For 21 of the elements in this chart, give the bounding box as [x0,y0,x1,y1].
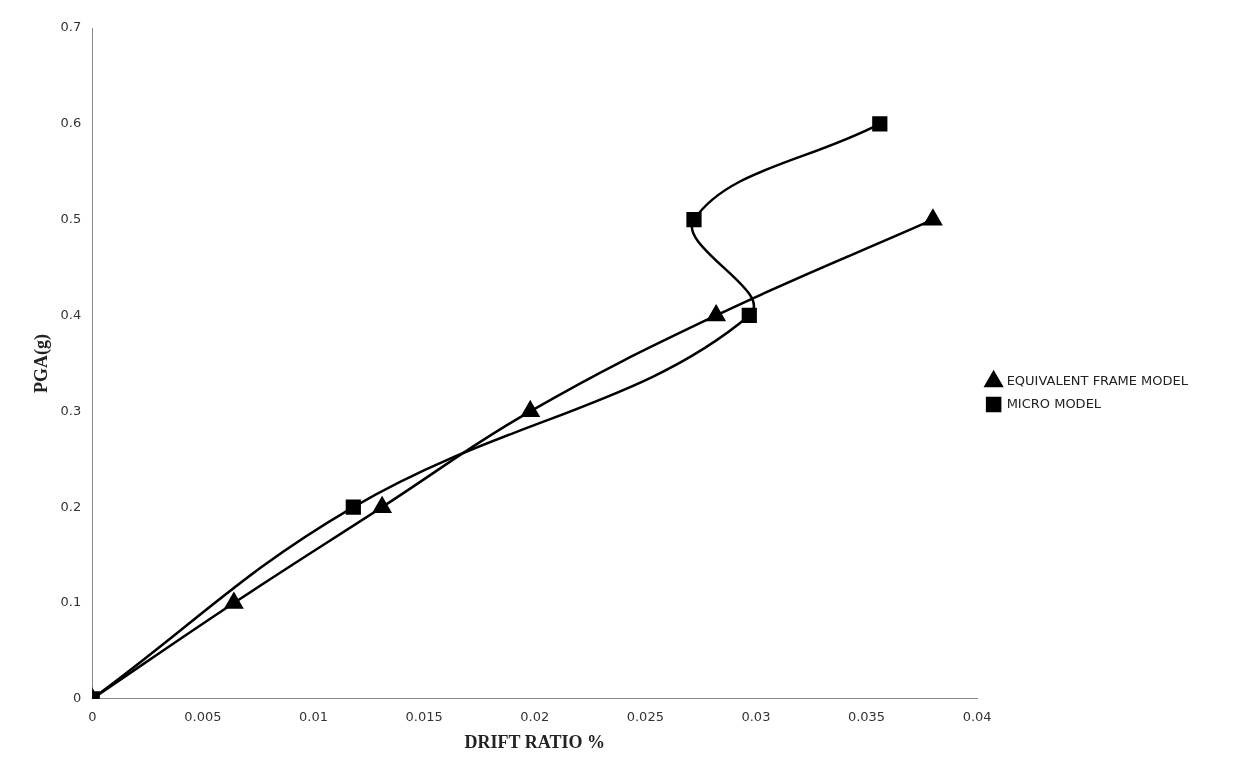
x-tick-label: 0.04 [962,708,992,724]
x-tick-label: 0.025 [626,708,664,724]
legend-label: MICRO MODEL [1006,395,1102,411]
x-tick-label: 0.015 [405,708,443,724]
y-axis-title: PGA(g) [31,333,53,393]
x-tick-label: 0.02 [520,708,550,724]
x-tick-label: 0 [88,708,97,724]
y-tick-label: 0.4 [60,306,82,322]
y-tick-label: 0.3 [60,402,82,418]
y-tick-label: 0.5 [60,211,82,227]
y-tick-label: 0.7 [60,19,82,35]
x-tick-label: 0.03 [741,708,771,724]
x-axis-title: DRIFT RATIO % [464,731,605,752]
y-tick-label: 0.1 [60,594,82,610]
y-tick-label: 0.6 [60,115,82,131]
y-tick-label: 0 [72,690,82,706]
y-tick-label: 0.2 [60,498,82,514]
x-tick-label: 0.005 [184,708,222,724]
x-tick-label: 0.035 [847,708,886,724]
legend-label: EQUIVALENT FRAME MODEL [1006,372,1189,388]
x-tick-label: 0.01 [299,708,328,724]
